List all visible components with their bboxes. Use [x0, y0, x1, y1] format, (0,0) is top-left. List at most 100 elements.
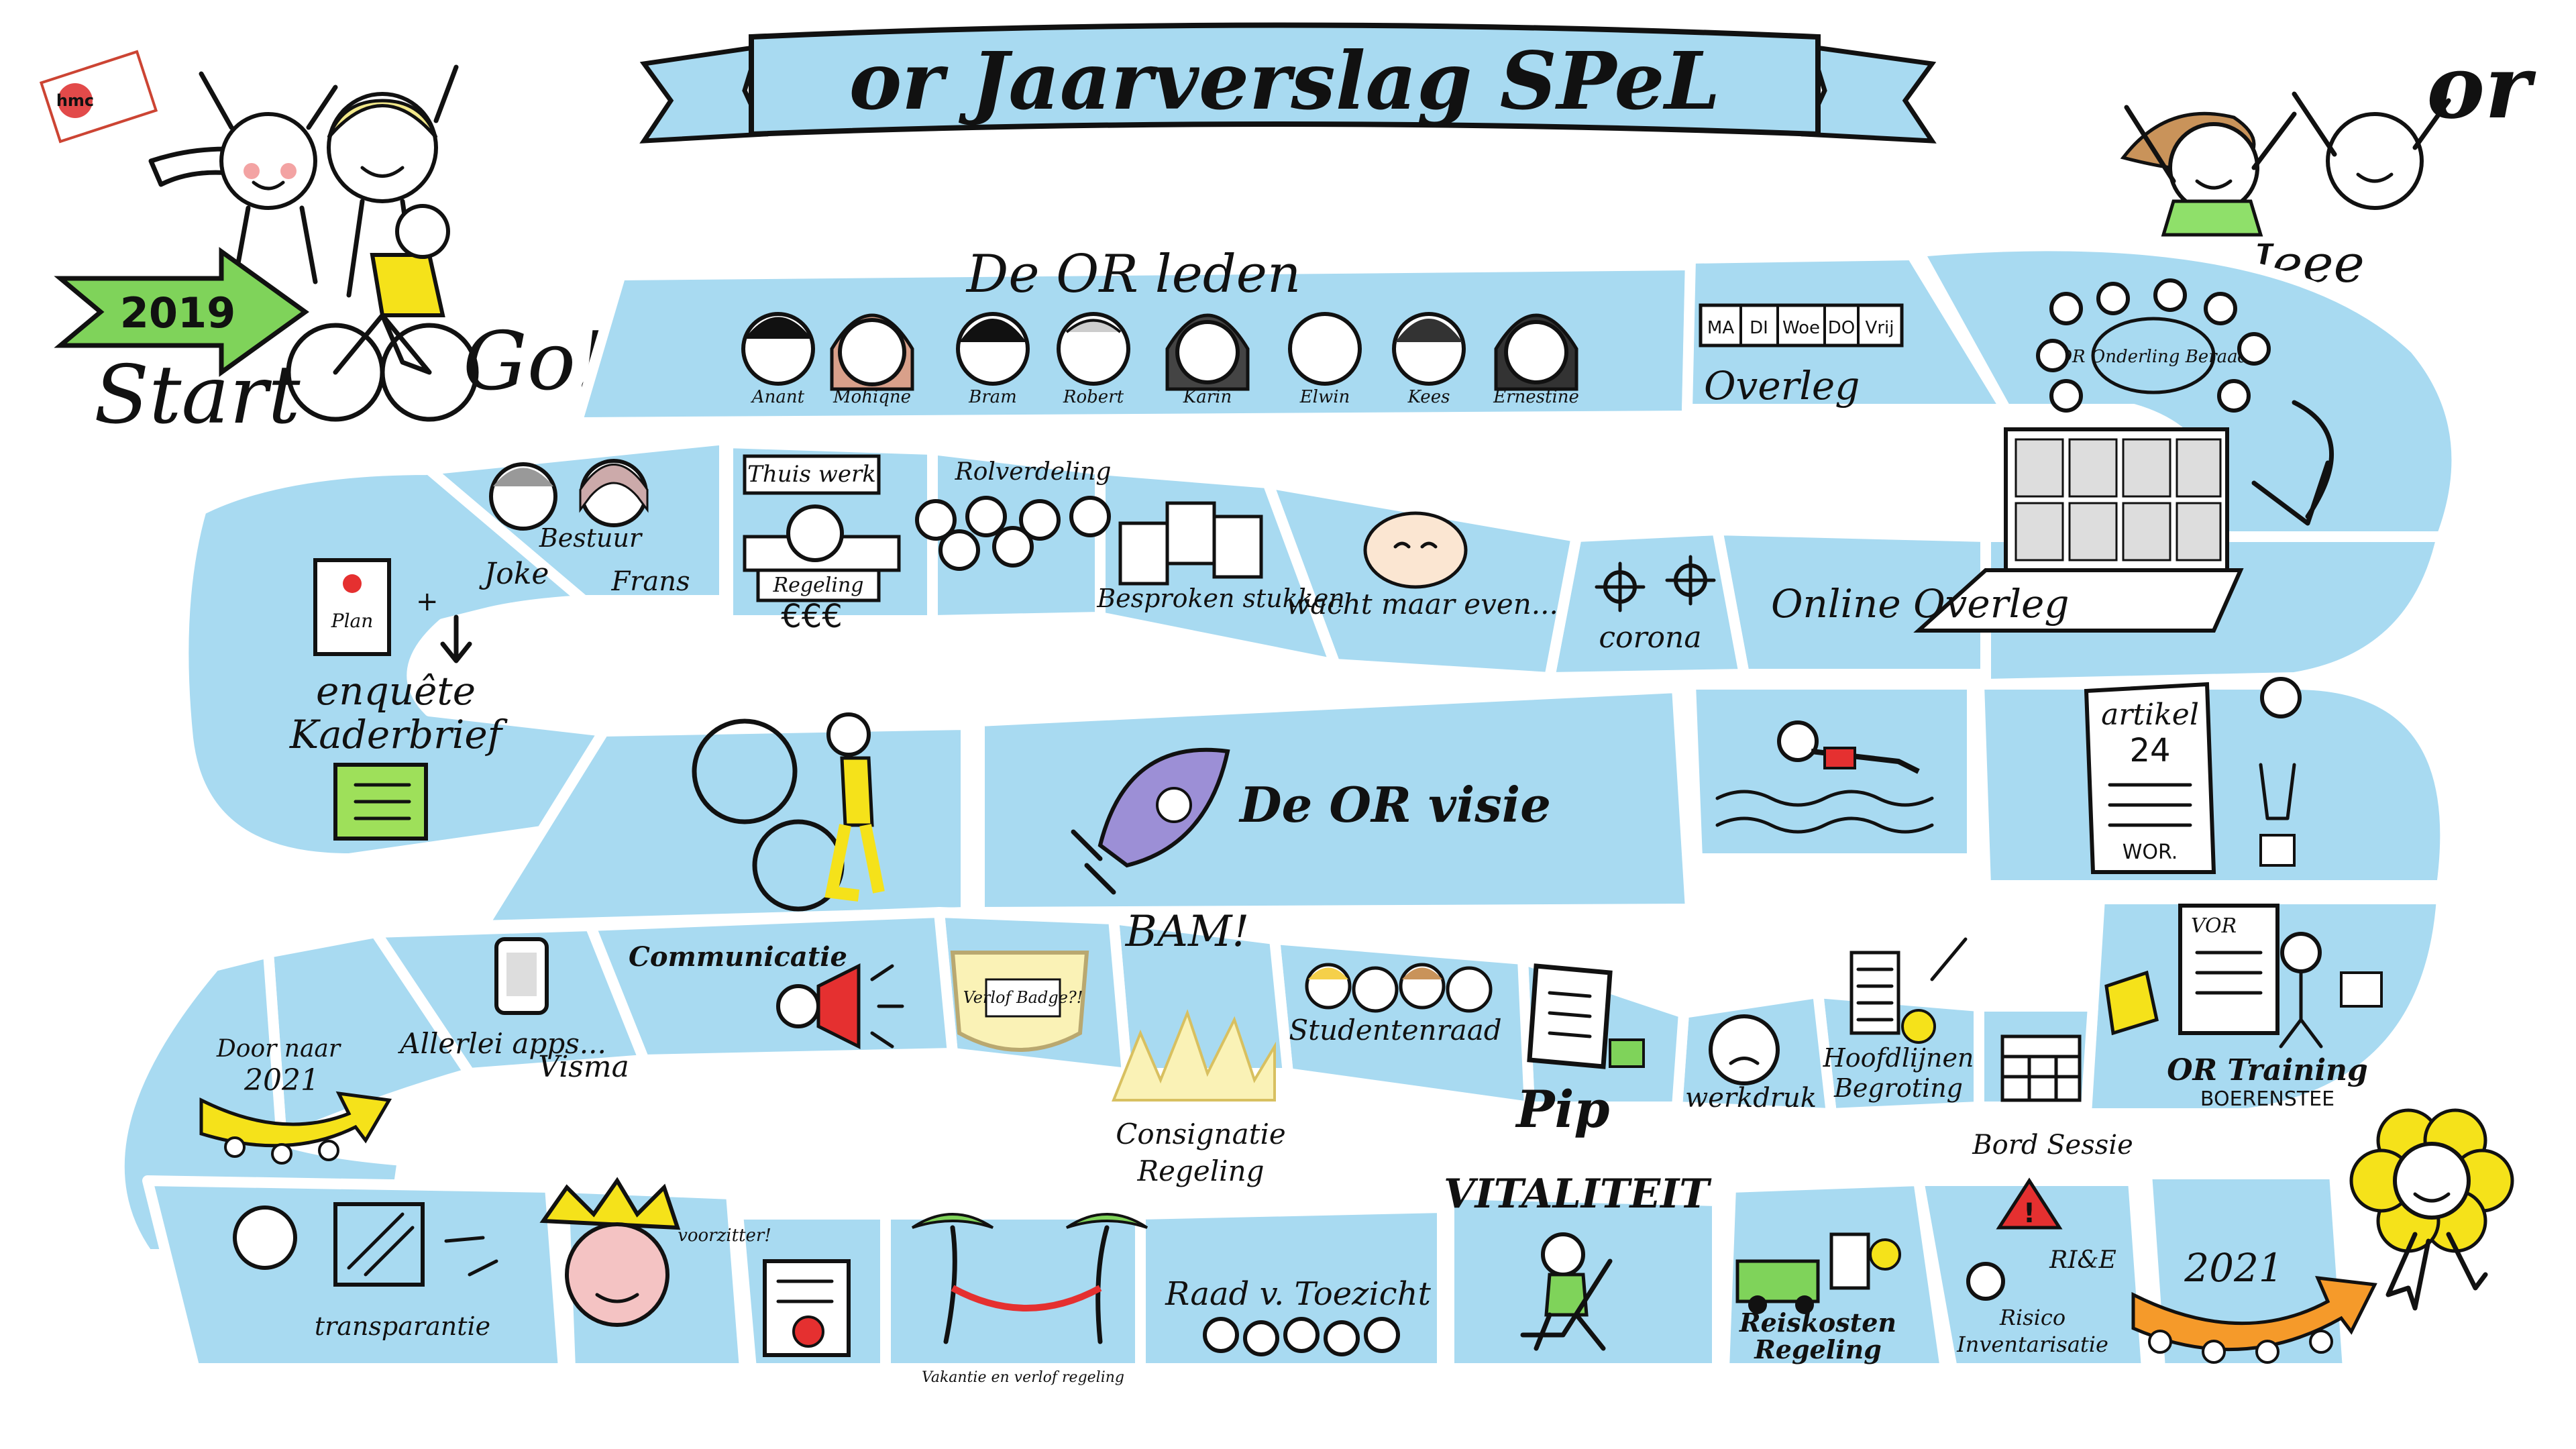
tile-transparantie: transparantie	[233, 1202, 498, 1341]
hoofdlijnen-begroting-label-1: Hoofdlijnen	[1823, 1043, 1974, 1073]
corona-label: corona	[1599, 621, 1701, 655]
weekday: Vrij	[1866, 318, 1894, 338]
tile-vitaliteit: VITALITEIT	[1444, 1171, 1712, 1351]
tile-or-leden: De OR leden	[965, 244, 1301, 305]
enquete-kaderbrief-label-2: Kaderbrief	[289, 712, 508, 757]
tile-fiets-figure	[692, 712, 885, 912]
visma-label: Visma	[538, 1050, 629, 1084]
plus-sign: +	[416, 586, 439, 617]
apps-label: Allerlei apps...	[397, 1027, 606, 1060]
tile-finish-2021: 2021	[2131, 1245, 2377, 1364]
hoofdlijnen-begroting-label-2: Begroting	[1833, 1073, 1963, 1103]
weekday: MA	[1707, 318, 1734, 338]
tile-or-visie: De OR visie	[1071, 747, 1551, 895]
start-label: Start	[94, 349, 301, 442]
finish-year: 2021	[2184, 1245, 2284, 1291]
wacht-maar-even-label: wacht maar even...	[1286, 588, 1558, 621]
tile-hoofdlijnen-begroting: Hoofdlijnen Begroting	[1823, 937, 1974, 1103]
bordsessie-label: Bord Sessie	[1972, 1130, 2133, 1161]
tile-apps: Allerlei apps... Visma	[397, 937, 629, 1084]
wor-label: WOR.	[2123, 841, 2178, 864]
down-arrow-icon	[2251, 400, 2334, 526]
tile-werkdruk: werkdruk	[1685, 1014, 1817, 1114]
member-name: Ernestine	[1493, 387, 1579, 407]
vakantie-label: Vakantie en verlof regeling	[922, 1369, 1124, 1386]
tile-pip: Pip	[1515, 963, 1645, 1139]
tile-rie: ! RI&E Risico Inventarisatie	[1956, 1177, 2116, 1357]
tile-overleg: MA DI Woe DO Vrij Overleg	[1699, 303, 1904, 409]
plan-label: Plan	[331, 610, 374, 632]
voorzitter-label: voorzitter!	[678, 1226, 771, 1246]
or-members: Anant Mohiqne Bram Robert Karin Elwin Ke…	[741, 312, 1579, 407]
member-name: Bram	[968, 387, 1017, 407]
joke-label: Joke	[479, 557, 549, 591]
communicatie-label: Communicatie	[629, 941, 847, 973]
risico-label-1: Risico	[1999, 1305, 2065, 1330]
rie-label: RI&E	[2049, 1246, 2116, 1274]
tile-voorzitter: voorzitter!	[539, 1177, 771, 1327]
reiskosten-label-1: Reiskosten	[1739, 1307, 1896, 1338]
member-name: Kees	[1407, 387, 1450, 407]
tile-rolverdeling: Rolverdeling	[915, 458, 1111, 571]
warning-icon: !	[2023, 1198, 2035, 1229]
bam-label: BAM!	[1125, 907, 1250, 957]
tile-studentenraad: Studentenraad	[1289, 963, 1502, 1046]
euros-label: €€€	[781, 598, 843, 635]
start-year: 2019	[120, 288, 236, 337]
cheering-figures-right: or Jeee	[2120, 36, 2536, 294]
page-title: or Jaarverslag SPeL	[849, 34, 1721, 127]
regeling-label: Regeling	[772, 574, 863, 597]
artikel-label: artikel	[2101, 698, 2199, 732]
or-training-label: OR Training	[2167, 1053, 2368, 1087]
transparantie-label: transparantie	[315, 1311, 490, 1341]
frans-label: Frans	[610, 566, 690, 597]
consignatie-label-2: Regeling	[1136, 1155, 1264, 1187]
or-visie-label: De OR visie	[1238, 776, 1551, 833]
tile-online-overleg: Online Overleg	[1771, 427, 2244, 633]
title-banner: or Jaarverslag SPeL	[639, 22, 1937, 144]
tile-bestuur: Bestuur Joke Frans	[479, 459, 690, 597]
risico-label-2: Inventarisatie	[1956, 1332, 2108, 1357]
hmc-logo: hmc	[39, 50, 158, 144]
werkdruk-label: werkdruk	[1685, 1083, 1817, 1114]
tile-enquete-kaderbrief: Plan + enquête Kaderbrief	[289, 558, 508, 841]
tile-bordsessie: Bord Sessie	[1972, 1034, 2133, 1161]
consignatie-label-1: Consignatie	[1116, 1118, 1286, 1150]
onderling-beraad-label: OR Onderling Beraad	[2058, 347, 2249, 367]
online-overleg-label: Online Overleg	[1771, 581, 2070, 627]
sunflower-mascot	[2349, 1108, 2514, 1311]
member-name: Elwin	[1299, 387, 1350, 407]
corner-or-label: or	[2426, 36, 2536, 138]
raad-toezicht-label: Raad v. Toezicht	[1165, 1275, 1431, 1313]
door-naar-year: 2021	[244, 1063, 319, 1097]
weekday: DO	[1828, 318, 1856, 338]
member-name: Karin	[1183, 387, 1232, 407]
cheering-figures-left	[199, 64, 459, 298]
tile-besproken-stukken: Besproken stukken	[1096, 501, 1345, 613]
vitaliteit-label: VITALITEIT	[1444, 1171, 1712, 1218]
tile-door-naar-2021: Door naar 2021	[199, 1035, 392, 1165]
tile-thuiswerk: Thuis werk Regeling €€€	[743, 454, 901, 635]
besproken-stukken-label: Besproken stukken	[1096, 584, 1345, 613]
tile-vakantie-doc	[763, 1259, 851, 1357]
logo-text: hmc	[56, 91, 94, 110]
tile-consignatie: BAM! Consignatie Regeling	[1112, 907, 1286, 1187]
vor-label: VOR	[2191, 914, 2237, 938]
tile-zwemmer	[1715, 720, 1934, 834]
or-leden-heading: De OR leden	[965, 244, 1301, 305]
tile-communicatie: Communicatie	[629, 941, 904, 1050]
boerenstee-label: BOERENSTEE	[2200, 1087, 2334, 1111]
tile-artikel-24: artikel 24 WOR.	[2084, 677, 2302, 874]
tile-verlof-badge: Verlof Badge?!	[950, 951, 1089, 1052]
verlof-badge-label: Verlof Badge?!	[963, 988, 1083, 1007]
tile-or-training: VOR OR Training BOERENSTEE	[2104, 904, 2383, 1111]
artikel-number: 24	[2129, 732, 2170, 769]
start-area: 2019 Start Go!	[54, 204, 608, 442]
thuiswerk-label: Thuis werk	[747, 461, 876, 488]
overleg-label: Overleg	[1704, 363, 1860, 409]
enquete-kaderbrief-label-1: enquête	[316, 668, 476, 714]
member-name: Anant	[751, 387, 805, 407]
member-name: Mohiqne	[833, 387, 911, 407]
studentenraad-label: Studentenraad	[1289, 1014, 1501, 1046]
